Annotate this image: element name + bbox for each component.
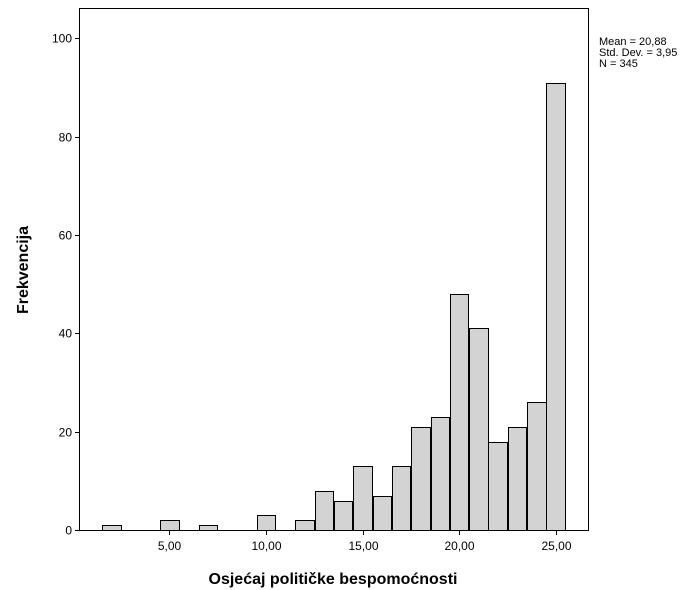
y-tick-label: 80: [59, 131, 73, 145]
histogram-bar: [199, 525, 218, 531]
y-axis: 0 20 40 60 80 100: [52, 32, 80, 538]
histogram-bar: [450, 294, 469, 531]
histogram-bar: [508, 427, 527, 531]
histogram-bar: [315, 491, 334, 531]
y-tick-label: 100: [52, 32, 72, 46]
histogram-bar: [373, 496, 392, 531]
stats-mean: Mean = 20,88: [599, 36, 667, 48]
histogram-bar: [257, 515, 276, 531]
histogram-bar: [546, 83, 566, 531]
x-tick-label: 20,00: [444, 539, 474, 553]
histogram-bar: [488, 442, 508, 531]
stats-n: N = 345: [599, 58, 638, 70]
y-tick-label: 20: [59, 426, 73, 440]
histogram-bar: [392, 466, 411, 531]
stats-std-dev: Std. Dev. = 3,95: [599, 47, 678, 59]
y-tick-label: 0: [65, 524, 72, 538]
histogram-bar: [295, 520, 315, 531]
histogram-bar: [160, 520, 180, 531]
histogram-bar: [527, 402, 547, 531]
bar-group: [102, 83, 566, 531]
histogram-bar: [353, 466, 373, 531]
stats-box: Mean = 20,88 Std. Dev. = 3,95 N = 345: [599, 37, 677, 70]
x-tick-label: 5,00: [158, 539, 182, 553]
histogram-bar: [431, 417, 450, 531]
y-tick-label: 40: [59, 327, 73, 341]
histogram-bar: [469, 328, 489, 531]
x-tick-label: 25,00: [541, 539, 571, 553]
histogram-bar: [102, 525, 122, 531]
y-axis-title: Frekvencija: [15, 226, 32, 314]
x-tick-label: 10,00: [251, 539, 281, 553]
x-axis: 5,00 10,00 15,00 20,00 25,00: [158, 530, 572, 553]
histogram-bar: [411, 427, 431, 531]
x-tick-label: 15,00: [348, 539, 378, 553]
histogram-bar: [334, 501, 353, 531]
y-tick-label: 60: [59, 229, 73, 243]
x-axis-title: Osjećaj političke bespomoćnosti: [209, 571, 458, 588]
